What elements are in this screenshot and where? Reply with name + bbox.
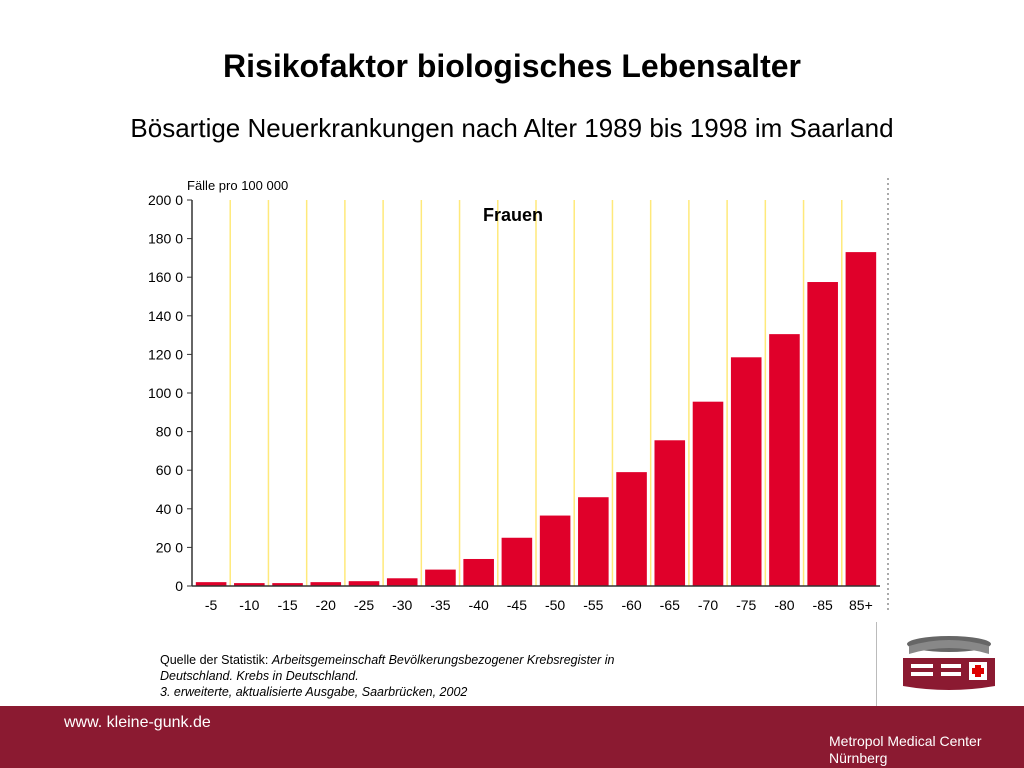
x-tick-label: -10 [239,597,259,613]
bar--80 [769,334,800,586]
bar--5 [195,582,227,586]
organization-name: Metropol Medical Center Nürnberg [829,733,982,767]
x-tick-label: -40 [469,597,489,613]
x-tick-label: -30 [392,597,412,613]
bar--55 [578,497,609,586]
y-tick-label: 200 0 [148,192,183,208]
bar-85+ [845,252,877,587]
x-tick-label: -65 [660,597,680,613]
y-tick-label: 140 0 [148,308,183,324]
y-tick-label: 180 0 [148,231,183,247]
x-tick-label: -70 [698,597,718,613]
series-label: Frauen [483,205,543,225]
source-line-3: 3. erweiterte, aktualisierte Ausgabe, Sa… [160,685,468,699]
bar--85 [807,282,838,586]
y-tick-label: 80 0 [156,424,183,440]
x-tick-label: -50 [545,597,565,613]
logo [876,622,1024,706]
page-title: Risikofaktor biologisches Lebensalter [223,48,801,84]
x-tick-label: -75 [736,597,756,613]
y-tick-label: 160 0 [148,269,183,285]
x-tick-label: -60 [621,597,641,613]
y-axis-label: Fälle pro 100 000 [187,178,288,193]
y-tick-label: 60 0 [156,462,183,478]
bar--35 [425,569,456,586]
bar--65 [654,440,686,586]
y-tick-label: 40 0 [156,501,183,517]
x-tick-label: -55 [583,597,603,613]
x-tick-label: 85+ [849,597,873,613]
bar--45 [501,537,533,586]
x-tick-label: -15 [277,597,297,613]
bar--10 [234,583,265,586]
source-citation: Quelle der Statistik: Arbeitsgemeinschaf… [160,652,614,700]
gridlines [229,200,843,586]
footer-bar [0,706,1024,768]
bar--70 [692,401,724,586]
axes [187,178,889,611]
x-tick-label: -5 [205,597,218,613]
bar--40 [463,558,494,586]
y-tick-label: 100 0 [148,385,183,401]
x-tick-label: -25 [354,597,374,613]
x-tick-label: -85 [813,597,833,613]
x-tick-labels: -5 -10 -15 -20 -25 -30 -35 -40 -45 -50 -55 -60 -65 -7… [205,597,873,613]
bar--50 [539,515,571,586]
hospital-building-icon [903,636,995,690]
organization-line-1: Metropol Medical Center [829,733,982,749]
organization-line-2: Nürnberg [829,750,888,766]
bar--60 [616,472,647,586]
bar--20 [310,582,342,586]
y-tick-labels: 0 20 0 40 0 60 0 80 0 100 0 120 0 140 0 160 0 180… [148,192,183,594]
bars [195,252,877,587]
source-label: Quelle der Statistik: [160,653,269,667]
x-tick-label: -35 [430,597,450,613]
y-tick-label: 20 0 [156,539,183,555]
source-line-2: Deutschland. Krebs in Deutschland. [160,669,359,683]
x-tick-label: -80 [774,597,794,613]
bar--25 [348,581,380,586]
page-subtitle: Bösartige Neuerkrankungen nach Alter 198… [130,113,894,143]
bar--15 [272,583,303,586]
website-link[interactable]: www. kleine-gunk.de [64,714,211,731]
x-tick-label: -20 [316,597,336,613]
y-tick-label: 0 [175,578,183,594]
bar-chart: Fälle pro 100 000 0 20 0 40 0 60 0 80 0 100 0… [148,178,889,613]
bar--75 [730,357,762,586]
x-tick-label: -45 [507,597,527,613]
bar--30 [386,578,418,586]
y-tick-label: 120 0 [148,346,183,362]
source-line-1: Arbeitsgemeinschaft Bevölkerungsbezogene… [271,653,615,667]
